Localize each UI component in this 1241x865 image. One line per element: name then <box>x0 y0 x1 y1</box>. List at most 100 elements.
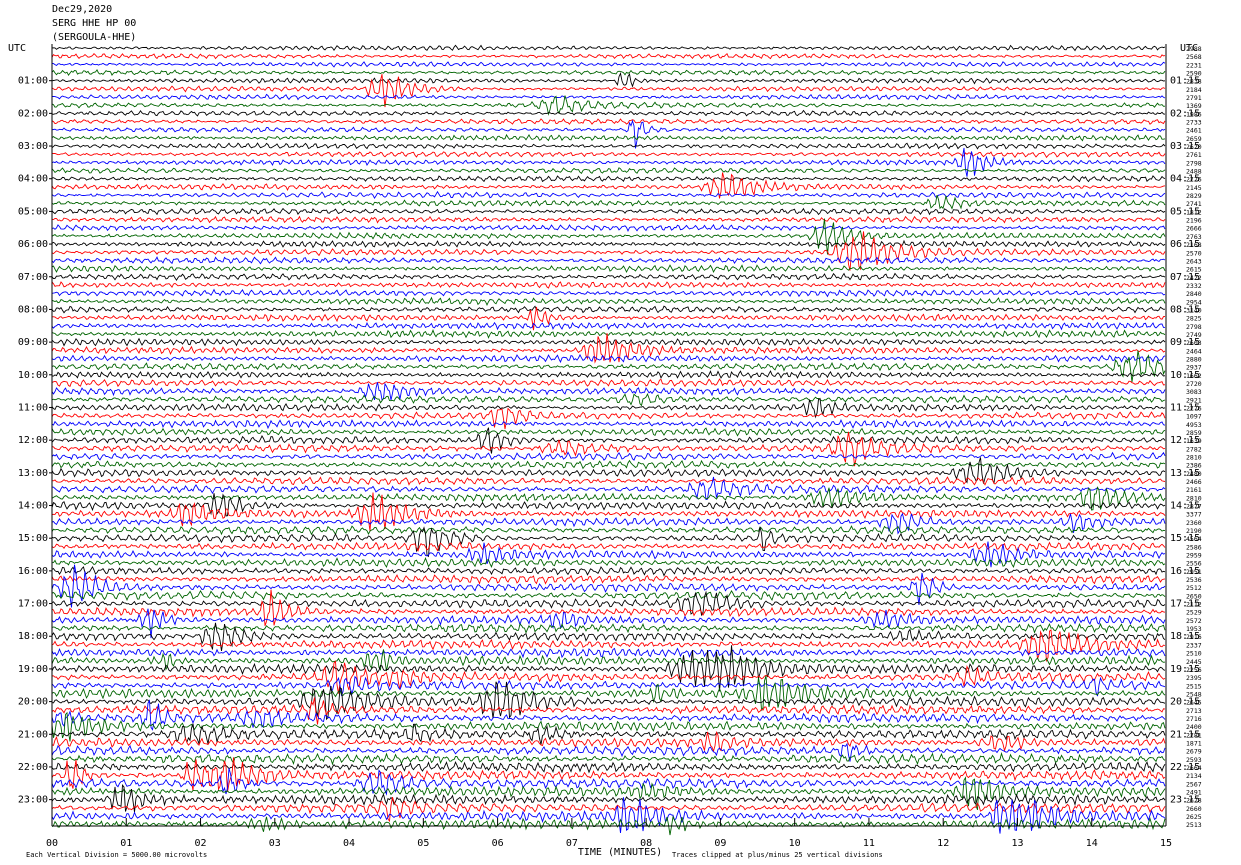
traces <box>51 44 1166 836</box>
x-tick-label: 02 <box>195 838 207 849</box>
trace-value: 2464 <box>1186 347 1202 355</box>
trace-value: 2445 <box>1186 658 1202 666</box>
trace <box>51 397 1166 419</box>
trace-value: 2798 <box>1186 159 1202 167</box>
trace <box>51 239 1166 249</box>
trace <box>51 475 1166 486</box>
trace <box>51 629 1166 663</box>
x-tick-label: 12 <box>937 838 949 849</box>
hour-label: 11:00 <box>18 402 48 413</box>
trace-value: 2572 <box>1186 617 1202 625</box>
trace-value: 2829 <box>1186 192 1202 200</box>
trace-value: 2510 <box>1186 650 1202 658</box>
hour-label: 17:00 <box>18 599 48 610</box>
trace <box>51 590 1166 617</box>
x-tick-label: 05 <box>417 838 429 849</box>
hour-label: 05:00 <box>18 206 48 217</box>
trace-value: 2720 <box>1186 380 1202 388</box>
trace-value: 2168 <box>1186 241 1202 249</box>
hour-label: 20:00 <box>18 697 48 708</box>
x-tick-label: 09 <box>714 838 726 849</box>
trace <box>51 660 1166 694</box>
trace <box>51 784 1166 813</box>
trace-value: 2593 <box>1186 756 1202 764</box>
hour-label-right: 16:15 <box>1170 566 1200 577</box>
hour-label-right: 17:15 <box>1170 599 1200 610</box>
trace-value: 2134 <box>1186 772 1202 780</box>
hour-label-right: 14:15 <box>1170 501 1200 512</box>
x-tick-label: 13 <box>1011 838 1023 849</box>
trace-value: 2548 <box>1186 690 1202 698</box>
hour-label: 03:00 <box>18 141 48 152</box>
trace-value: 2679 <box>1186 748 1202 756</box>
hour-label: 18:00 <box>18 631 48 642</box>
trace-value: 2603 <box>1186 339 1202 347</box>
hour-label: 13:00 <box>18 468 48 479</box>
trace <box>51 512 1166 535</box>
trace <box>51 119 1166 149</box>
date: Dec29,2020 <box>52 4 112 15</box>
trace <box>51 93 1166 101</box>
trace-value: 1953 <box>1186 625 1202 633</box>
hour-label: 14:00 <box>18 501 48 512</box>
trace <box>51 95 1166 116</box>
x-tick-label: 00 <box>46 838 58 849</box>
trace <box>51 256 1166 265</box>
trace-value: 2586 <box>1186 543 1202 551</box>
trace <box>51 296 1166 306</box>
trace-value: 2184 <box>1186 86 1202 94</box>
hour-label-right: 19:15 <box>1170 664 1200 675</box>
trace-value: 2916 <box>1186 633 1202 641</box>
trace <box>51 589 1166 602</box>
trace-value: 2190 <box>1186 527 1202 535</box>
trace-value: 2620 <box>1186 143 1202 151</box>
station: SERG HHE HP 00 <box>52 18 136 29</box>
trace <box>51 541 1166 552</box>
hour-label: 10:00 <box>18 370 48 381</box>
trace-value: 1369 <box>1186 102 1202 110</box>
trace-value: 2570 <box>1186 249 1202 257</box>
hour-label: 02:00 <box>18 108 48 119</box>
trace <box>51 69 1166 76</box>
trace-value: 2810 <box>1186 454 1202 462</box>
trace <box>51 493 1166 517</box>
hour-label-right: 23:15 <box>1170 795 1200 806</box>
hour-label-right: 09:15 <box>1170 337 1200 348</box>
trace-value: 2196 <box>1186 217 1202 225</box>
trace-value: 1097 <box>1186 413 1202 421</box>
trace <box>51 457 1166 485</box>
trace <box>51 476 1166 501</box>
trace-value: 2556 <box>1186 560 1202 568</box>
trace <box>51 427 1166 437</box>
trace <box>51 565 1166 577</box>
trace-value: 1871 <box>1186 739 1202 747</box>
trace-value: 2781 <box>1186 731 1202 739</box>
trace <box>51 675 1166 697</box>
trace-value: 2161 <box>1186 486 1202 494</box>
x-tick-label: 06 <box>492 838 504 849</box>
hour-label: 07:00 <box>18 272 48 283</box>
trace-value: 2231 <box>1186 61 1202 69</box>
trace <box>51 370 1166 380</box>
trace-value: 2726 <box>1186 176 1202 184</box>
trace <box>51 730 1166 753</box>
hour-label-right: 21:15 <box>1170 729 1200 740</box>
trace-value: 2666 <box>1186 225 1202 233</box>
trace-value: 2112 <box>1186 601 1202 609</box>
trace <box>51 796 1166 823</box>
trace-value: 2840 <box>1186 290 1202 298</box>
trace <box>51 492 1166 532</box>
trace <box>51 190 1166 199</box>
trace-value: 3377 <box>1186 511 1202 519</box>
trace-value: 2568 <box>1186 53 1202 61</box>
hour-label-right: 03:15 <box>1170 141 1200 152</box>
footnote-left: Each Vertical Division = 5000.00 microvo… <box>26 851 207 859</box>
hour-label: 22:00 <box>18 762 48 773</box>
trace <box>51 281 1166 289</box>
labels: 2988256822312590283821842791136919862733… <box>18 44 1202 849</box>
trace-value: 2810 <box>1186 494 1202 502</box>
trace-value: 2954 <box>1186 298 1202 306</box>
trace <box>51 427 1166 454</box>
trace-value: 2337 <box>1186 641 1202 649</box>
